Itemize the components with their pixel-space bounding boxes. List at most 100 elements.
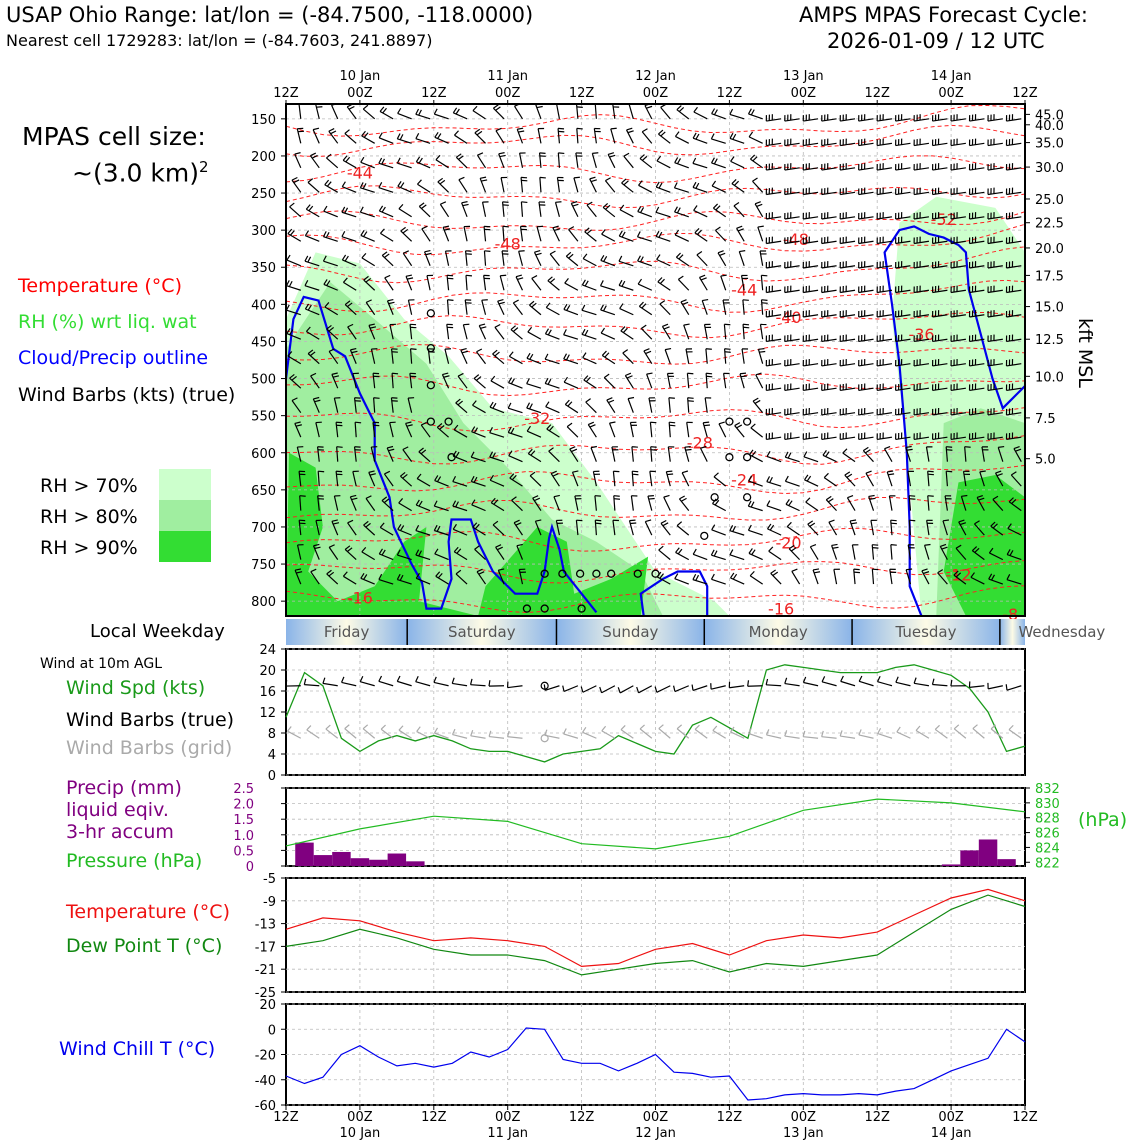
surface-barb-true-120: [858, 680, 874, 687]
wind-barb-544: [500, 177, 505, 193]
wind-barb-flag-2218: [1006, 549, 1011, 555]
calm-wind-13: [522, 604, 532, 613]
wind-barb-flag-1640: [863, 446, 869, 452]
wind-barb-flag-213: [360, 230, 365, 236]
kft-tick-label-12: 5.0: [1035, 453, 1056, 468]
wind-barb-flag-848: [608, 399, 615, 404]
wind-barb-1144: [731, 183, 745, 193]
surface-barb-true-16: [360, 681, 375, 687]
wind-barb-268: [384, 277, 394, 291]
title-right-line2: 2026-01-09 / 12 UTC: [827, 29, 1045, 53]
bottom-time-label-0: 12Z: [273, 1110, 299, 1125]
wind-barb-flag-1369: [791, 568, 798, 572]
wind-barb-flag-789: [581, 279, 586, 286]
wind-barb-616: [507, 407, 523, 414]
legend-temperature: Temperature (°C): [18, 275, 182, 297]
wind-barb-flag-1171: [729, 525, 734, 531]
wind-panel-ytick-label-1: 20: [259, 664, 276, 679]
wind-barb-2120: [987, 363, 1003, 367]
wind-barb-flag-515: [476, 376, 482, 381]
wind-barb-flag-2137: [998, 445, 1005, 448]
wind-barb-flag-1855: [927, 470, 934, 473]
wind-barb-22: [286, 332, 302, 340]
wind-barb-160: [341, 211, 357, 218]
surface-barb-flag-grid-15: [344, 724, 350, 730]
pressure-tick-label-5: 400: [251, 298, 276, 313]
wind-barb-flag-341: [398, 498, 404, 504]
wind-barb-1142: [730, 160, 745, 169]
wind-barb-flag-26: [287, 351, 293, 357]
windchill-panel-ytick-label-3: -40: [255, 1074, 276, 1089]
wind-barb-508: [478, 325, 487, 340]
wind-barb-2159: [1006, 167, 1022, 171]
wind-barb-flag-14: [289, 230, 295, 236]
wind-barb-flag-1187: [752, 177, 758, 182]
wind-barb-931: [643, 350, 653, 365]
calm-wind-5: [447, 453, 456, 462]
wind-barb-576: [490, 502, 505, 512]
rh-70-swatch: [159, 469, 211, 500]
surface-barb-true-108: [803, 681, 819, 687]
wind-barb-flag-663: [529, 353, 534, 360]
wind-barb-395: [435, 159, 449, 169]
surface-barb-flag-true-153: [1005, 684, 1008, 691]
wind-barb-flag-256: [378, 157, 383, 164]
wind-barb-flag-1102: [711, 180, 717, 187]
wind-barb-flag-837: [600, 304, 605, 311]
wind-barb-flag-62: [308, 205, 314, 212]
wind-barb-135: [336, 446, 339, 462]
wind-barb-285: [386, 447, 394, 462]
wind-barb-flag-1924: [946, 446, 953, 448]
wind-barb-flag-815: [595, 522, 602, 525]
wind-barb-829: [601, 233, 616, 242]
wind-barb-1524: [840, 191, 856, 196]
wind-barb-1544: [840, 314, 856, 318]
wind-barb-10: [289, 206, 302, 218]
wind-barb-flag-675: [529, 471, 536, 477]
wind-barb-1516: [840, 142, 856, 147]
wind-barb-flag-1200: [761, 302, 768, 304]
wind-barb-1173: [729, 554, 745, 561]
wind-barb-247: [360, 577, 375, 585]
wind-barb-1370: [803, 118, 819, 122]
wind-barb-876: [618, 260, 634, 267]
wind-barb-1211: [750, 427, 764, 438]
wind-barb-flag-398: [437, 177, 444, 183]
wind-barb-536: [492, 107, 505, 120]
wind-barb-1587: [858, 142, 874, 147]
wind-barb-flag-1650: [872, 544, 879, 546]
wind-barb-1046: [675, 551, 690, 561]
wind-barb-819: [610, 128, 616, 144]
surface-barb-grid-130: [896, 731, 911, 739]
surface-barb-flag-true-41: [469, 678, 473, 685]
surface-barb-flag-true-105: [784, 677, 788, 684]
wind-barb-flag-271: [387, 298, 394, 302]
wind-barb-flag-985: [669, 424, 676, 427]
calm-wind-14: [540, 604, 549, 613]
wind-barb-flag-1427: [803, 451, 808, 458]
wind-barb-flag-146: [328, 544, 335, 548]
wind-barb-674: [529, 475, 542, 487]
wind-barb-1014: [674, 234, 690, 242]
wind-barb-654: [531, 278, 542, 291]
wind-barb-1398: [803, 289, 819, 294]
wind-barb-1232: [766, 142, 782, 147]
calm-wind-11: [633, 569, 642, 578]
wind-barb-388: [416, 577, 431, 585]
wind-barb-flag-366: [424, 249, 431, 253]
wind-barb-40: [299, 495, 302, 511]
wind-barb-1895: [932, 289, 948, 294]
wind-barb-1414: [803, 387, 819, 392]
wind-barb-533: [476, 571, 487, 585]
surface-barb-grid-42: [470, 735, 486, 739]
wind-barb-flag-1863: [924, 543, 931, 546]
wind-barb-flag-1042: [679, 495, 685, 500]
wind-barb-1113: [722, 299, 727, 315]
wind-barb-flag-79: [310, 372, 317, 377]
wind-barb-1694: [877, 363, 893, 367]
wind-barb-flag-13: [287, 228, 293, 235]
wind-barb-flag-990: [667, 473, 674, 476]
wind-barb-flag-56: [310, 152, 317, 157]
wind-barb-flag-1084: [703, 421, 710, 424]
surface-barb-true-132: [914, 682, 930, 687]
